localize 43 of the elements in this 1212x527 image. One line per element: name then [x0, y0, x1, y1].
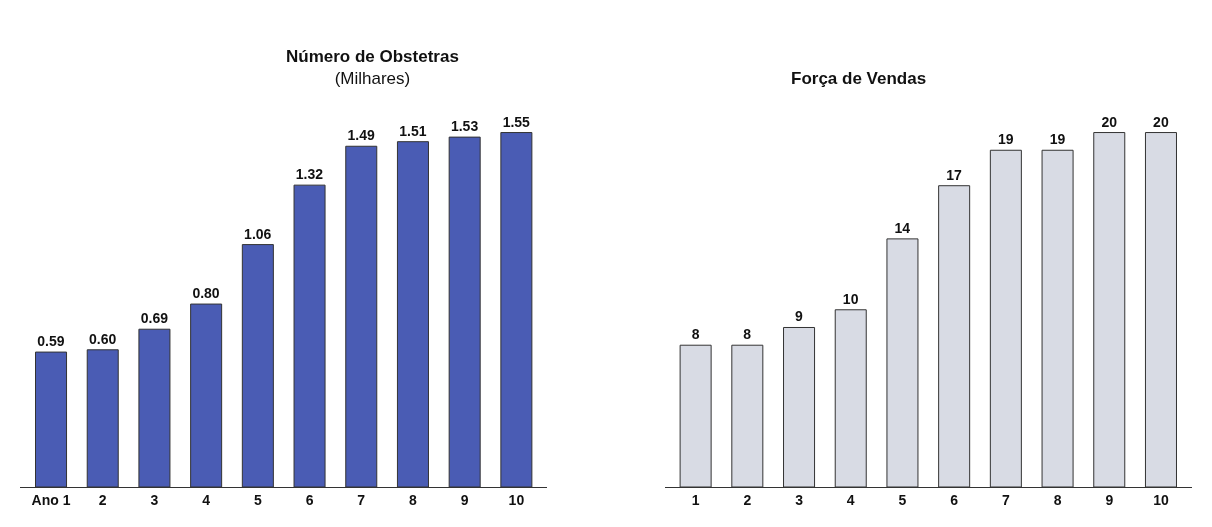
x-tick-label: 2: [98, 491, 107, 508]
data-label: 1.49: [347, 127, 375, 144]
data-label: 20: [1153, 113, 1169, 130]
data-label: 8: [743, 326, 752, 343]
x-tick-label: 9: [460, 491, 469, 508]
data-label: 1.55: [502, 113, 531, 130]
data-label: 10: [842, 290, 859, 307]
data-label: 1.06: [244, 225, 272, 242]
data-label: 19: [1049, 131, 1066, 148]
data-label: 19: [997, 131, 1014, 148]
data-label: 14: [894, 219, 911, 236]
data-label: 8: [691, 326, 700, 343]
x-tick-label: 3: [150, 491, 159, 508]
data-label: 20: [1101, 113, 1118, 130]
data-label: 0.69: [140, 310, 169, 327]
x-tick-label: 2: [743, 491, 752, 508]
x-tick-label: 5: [253, 491, 262, 508]
data-label: 1.32: [295, 166, 324, 183]
x-tick-label: 4: [846, 491, 855, 508]
x-tick-label: 1: [691, 491, 700, 508]
x-tick-label: 7: [1001, 491, 1010, 508]
x-tick-label: 4: [202, 491, 211, 508]
chart-title: Força de Vendas: [791, 69, 927, 88]
data-label: 0.59: [37, 333, 65, 350]
x-tick-label: 8: [409, 491, 418, 508]
x-tick-label: 7: [357, 491, 366, 508]
x-tick-label: 10: [508, 491, 525, 508]
data-label: 1.51: [399, 122, 427, 139]
x-tick-label: 6: [305, 491, 314, 508]
data-label: 9: [795, 308, 804, 325]
data-label: 0.80: [192, 285, 220, 302]
chart-subtitle: (Milhares): [334, 69, 411, 89]
data-label: 1.53: [450, 118, 479, 135]
data-label: 0.60: [89, 330, 117, 347]
x-tick-label: 5: [898, 491, 907, 508]
chart-title: Número de Obstetras: [286, 47, 459, 66]
data-label: 17: [946, 166, 963, 183]
x-tick-label: 9: [1105, 491, 1114, 508]
x-tick-label: 10: [1153, 491, 1169, 508]
x-tick-label: 3: [795, 491, 804, 508]
x-tick-label: 8: [1053, 491, 1062, 508]
x-tick-label: Ano 1: [31, 491, 71, 508]
x-tick-label: 6: [950, 491, 959, 508]
